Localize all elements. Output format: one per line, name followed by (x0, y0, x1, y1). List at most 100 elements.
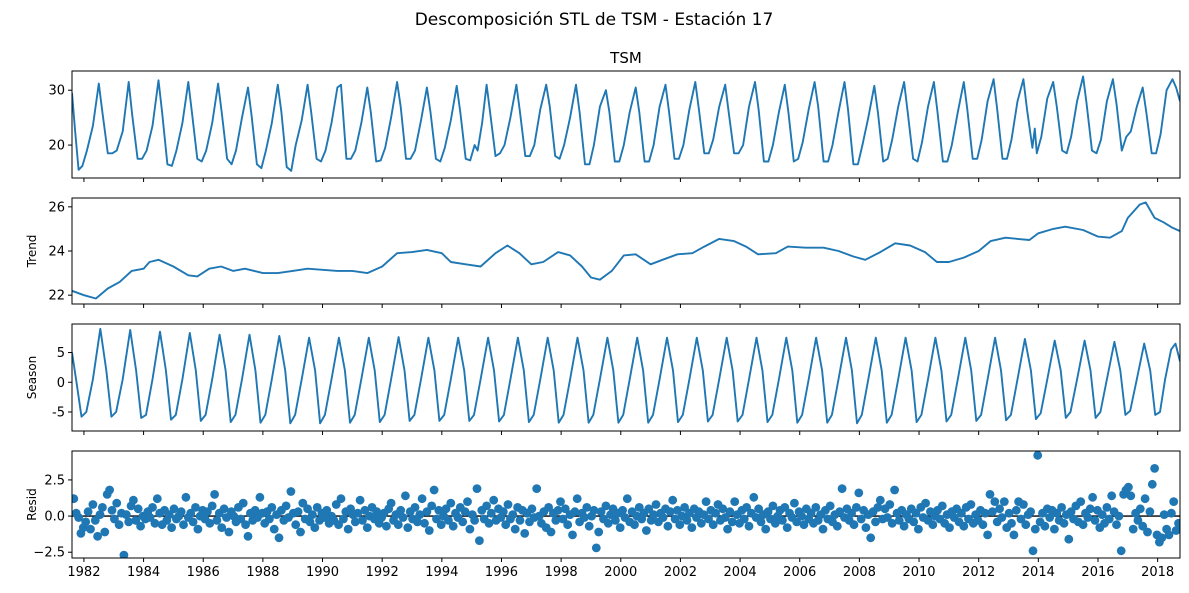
resid-point (966, 500, 976, 509)
x-tick-label: 1996 (485, 565, 518, 580)
axes-frame-season (71, 323, 1181, 432)
resid-point (594, 527, 604, 537)
resid-point (210, 490, 220, 499)
resid-point (596, 507, 606, 517)
resid-point (291, 520, 301, 530)
resid-point (854, 488, 864, 498)
resid-point (164, 510, 174, 519)
resid-point (928, 520, 938, 530)
resid-point (1033, 451, 1043, 460)
panel-title-observed: TSM (609, 49, 642, 67)
resid-point (909, 517, 919, 527)
resid-point (642, 526, 651, 535)
resid-point (985, 490, 995, 499)
resid-point (410, 503, 420, 512)
resid-point (343, 524, 353, 534)
resid-point (429, 485, 439, 495)
x-tick-label: 2016 (1081, 565, 1114, 580)
x-tick-label: 1998 (545, 565, 578, 580)
resid-point (957, 508, 966, 518)
resid-point (1133, 516, 1143, 525)
resid-point (825, 501, 835, 511)
x-tick-label: 2018 (1141, 565, 1174, 580)
resid-point (847, 508, 856, 518)
resid-point (544, 503, 553, 512)
resid-point (1128, 524, 1138, 534)
resid-point (181, 492, 191, 502)
resid-point (382, 521, 391, 531)
resid-point (100, 527, 110, 537)
resid-point (243, 531, 253, 541)
resid-point (458, 517, 468, 527)
resid-point (393, 520, 403, 530)
axes-frame-resid (71, 450, 1181, 559)
panel-trend: Trend 22 24 26 (25, 197, 1181, 308)
resid-point (238, 498, 248, 508)
resid-point (658, 513, 668, 522)
y-axis-label-resid: Resid (25, 488, 39, 520)
resid-point (193, 524, 203, 534)
resid-point (1107, 491, 1117, 501)
y-tick-label: 2.5 (44, 473, 65, 488)
resid-point (403, 523, 413, 532)
resid-point (286, 487, 296, 496)
resid-point (420, 518, 429, 528)
resid-point (711, 508, 720, 518)
resid-point (98, 503, 107, 512)
resid-point (1104, 514, 1114, 524)
resid-point (319, 513, 329, 522)
resid-point (995, 504, 1004, 514)
resid-point (725, 507, 735, 517)
y-tick-label: 0.0 (44, 510, 65, 525)
x-tick-label: 2000 (604, 565, 637, 580)
resid-point (424, 526, 434, 535)
resid-point (372, 507, 382, 517)
y-tick-label: -5 (52, 405, 65, 420)
resid-point (434, 505, 444, 515)
resid-point (871, 517, 880, 527)
resid-point (560, 504, 570, 514)
resid-point (446, 498, 456, 508)
resid-point (1102, 503, 1112, 512)
x-tick-label: 1984 (127, 565, 160, 580)
resid-point (1009, 530, 1019, 540)
resid-point (1164, 530, 1174, 540)
resid-point (436, 520, 446, 530)
resid-point (463, 497, 472, 506)
resid-point (136, 521, 146, 531)
resid-point (303, 504, 312, 514)
resid-point (121, 510, 131, 519)
resid-point (701, 497, 711, 506)
x-tick-label: 1988 (246, 565, 279, 580)
resid-point (756, 517, 766, 527)
resid-point (832, 521, 842, 531)
resid-point (186, 508, 196, 518)
resid-point (937, 501, 947, 511)
resid-point (1066, 507, 1076, 517)
resid-point (93, 531, 102, 541)
resid-point (396, 505, 406, 515)
resid-point (460, 507, 470, 517)
x-tick-label: 1986 (187, 565, 220, 580)
resid-point (124, 517, 134, 527)
resid-point (1004, 508, 1014, 518)
x-tick-label: 1982 (67, 565, 100, 580)
resid-point (350, 517, 360, 527)
resid-point (742, 503, 751, 512)
resid-point (1126, 491, 1136, 501)
resid-point (1085, 504, 1095, 514)
resid-point (861, 523, 871, 532)
resid-point (217, 523, 227, 532)
series-line-observed (72, 75, 1180, 172)
resid-point (422, 507, 432, 517)
resid-point (360, 505, 370, 515)
resid-point (339, 514, 348, 524)
resid-point (563, 520, 573, 530)
plot-area-observed (72, 75, 1180, 172)
resid-point (508, 510, 518, 519)
resid-point (601, 501, 611, 511)
resid-point (1171, 526, 1180, 535)
resid-point (88, 500, 98, 509)
resid-point (1059, 518, 1069, 528)
y-tick-label: 30 (48, 84, 65, 99)
